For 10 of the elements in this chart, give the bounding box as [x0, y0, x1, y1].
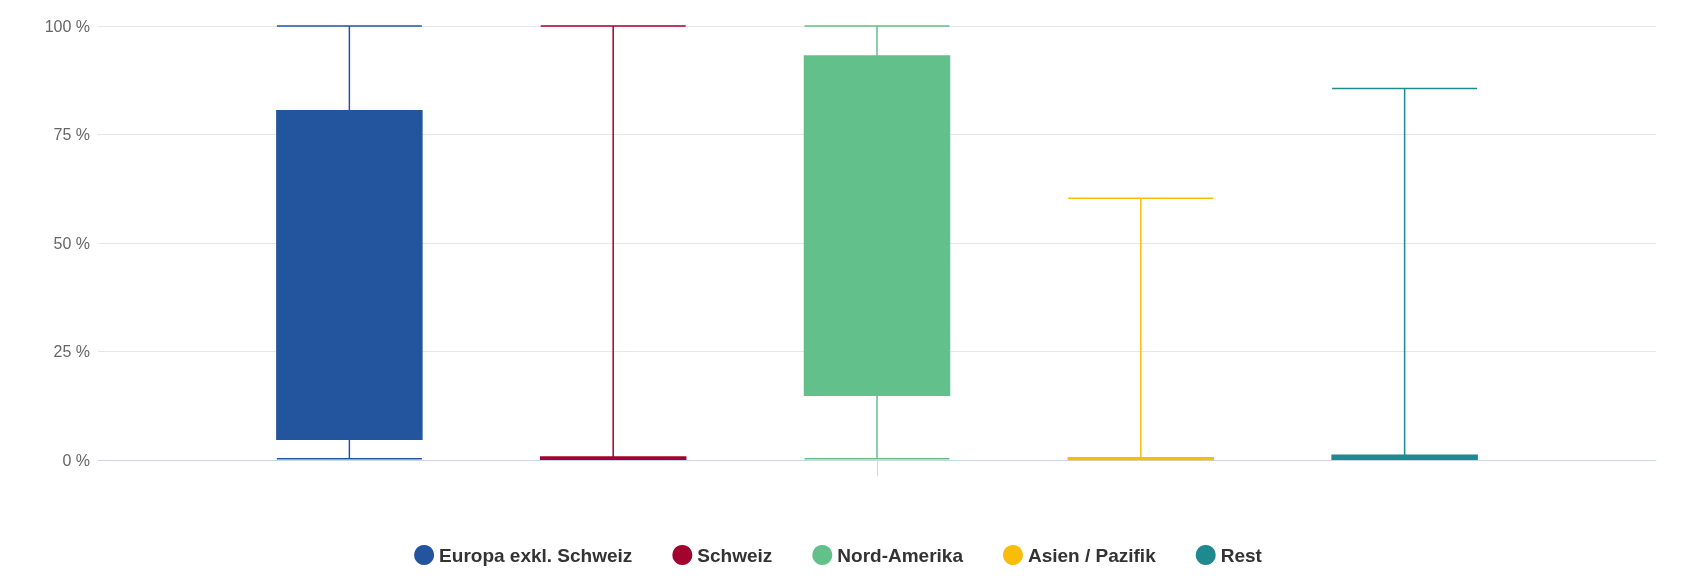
legend-label: Europa exkl. Schweiz — [439, 544, 633, 566]
y-tick-label: 50 % — [53, 234, 90, 252]
legend-label: Schweiz — [697, 544, 773, 566]
legend-label: Asien / Pazifik — [1027, 544, 1157, 566]
legend-label: Rest — [1220, 544, 1263, 566]
y-tick-label: 0 % — [62, 451, 90, 469]
y-tick-label: 75 % — [53, 126, 90, 143]
legend-label: Nord-Amerika — [837, 544, 964, 566]
y-tick-label: 100 % — [44, 17, 90, 35]
y-tick-label: 25 % — [53, 343, 90, 360]
